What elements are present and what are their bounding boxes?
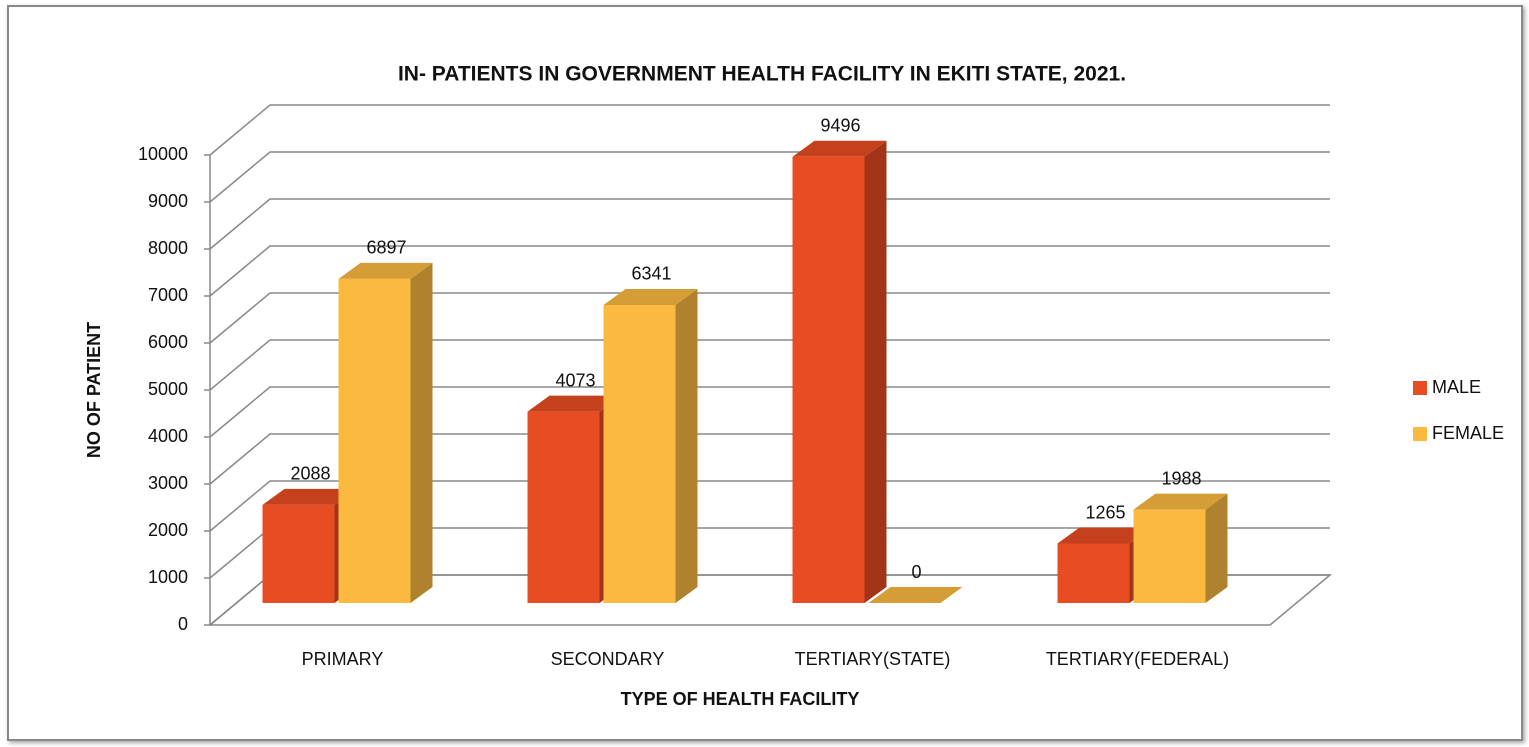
bar bbox=[1133, 493, 1228, 603]
x-tick-label: SECONDARY bbox=[551, 649, 665, 669]
bar bbox=[338, 262, 433, 603]
grid-line bbox=[209, 386, 1330, 438]
y-tick-label: 6000 bbox=[148, 332, 188, 352]
bar-face bbox=[603, 288, 698, 305]
bar-face bbox=[338, 262, 433, 279]
y-tick-label: 2000 bbox=[148, 520, 188, 540]
data-label: 6897 bbox=[366, 238, 406, 258]
data-label: 9496 bbox=[820, 115, 860, 135]
legend-label: FEMALE bbox=[1432, 423, 1504, 443]
y-tick-label: 0 bbox=[178, 614, 188, 634]
y-tick-label: 3000 bbox=[148, 473, 188, 493]
data-label: 0 bbox=[911, 562, 921, 582]
y-axis-title: NO OF PATIENT bbox=[84, 322, 104, 458]
x-tick-label: TERTIARY(STATE) bbox=[795, 649, 951, 669]
y-tick-label: 5000 bbox=[148, 379, 188, 399]
legend-label: MALE bbox=[1432, 377, 1481, 397]
bar-face bbox=[1205, 493, 1228, 603]
bar bbox=[868, 587, 963, 603]
bar-face bbox=[868, 587, 963, 603]
x-axis-title: TYPE OF HEALTH FACILITY bbox=[621, 689, 860, 709]
grid-line bbox=[209, 480, 1330, 532]
data-label: 1988 bbox=[1161, 468, 1201, 488]
legend-swatch bbox=[1413, 427, 1427, 441]
bar bbox=[603, 288, 698, 603]
x-tick-label: TERTIARY(FEDERAL) bbox=[1046, 649, 1229, 669]
data-label: 4073 bbox=[555, 370, 595, 390]
data-label: 2088 bbox=[290, 464, 330, 484]
y-tick-label: 1000 bbox=[148, 567, 188, 587]
grid-line bbox=[209, 433, 1330, 485]
grid-line bbox=[209, 151, 1330, 203]
bar-face bbox=[675, 288, 698, 603]
grid-line bbox=[209, 104, 1330, 156]
y-tick-label: 8000 bbox=[148, 238, 188, 258]
bar-face bbox=[262, 488, 357, 505]
bar-face bbox=[527, 395, 622, 412]
bar-face bbox=[410, 262, 433, 603]
grid-line bbox=[209, 292, 1330, 344]
bar-face bbox=[338, 278, 411, 603]
bar-face bbox=[262, 504, 335, 603]
y-tick-label: 7000 bbox=[148, 285, 188, 305]
grid-line bbox=[209, 339, 1330, 391]
x-tick-label: PRIMARY bbox=[302, 649, 384, 669]
bar-face bbox=[864, 140, 887, 604]
data-label: 6341 bbox=[631, 264, 671, 284]
y-tick-label: 9000 bbox=[148, 191, 188, 211]
data-label: 1265 bbox=[1085, 502, 1125, 522]
bar-face bbox=[1057, 543, 1130, 603]
legend-swatch bbox=[1413, 381, 1427, 395]
bar bbox=[792, 140, 887, 604]
bar-face bbox=[792, 140, 887, 157]
bar-face bbox=[1133, 493, 1228, 510]
y-tick-label: 4000 bbox=[148, 426, 188, 446]
chart-title: IN- PATIENTS IN GOVERNMENT HEALTH FACILI… bbox=[398, 63, 1126, 86]
bar-face bbox=[527, 411, 600, 603]
bar-face bbox=[1057, 527, 1152, 544]
grid-line bbox=[209, 245, 1330, 297]
frame bbox=[7, 5, 1523, 741]
bar-face bbox=[603, 304, 676, 603]
grid-line bbox=[209, 198, 1330, 250]
y-tick-label: 10000 bbox=[138, 144, 188, 164]
bar-face bbox=[792, 156, 865, 604]
bar-face bbox=[1133, 509, 1206, 603]
